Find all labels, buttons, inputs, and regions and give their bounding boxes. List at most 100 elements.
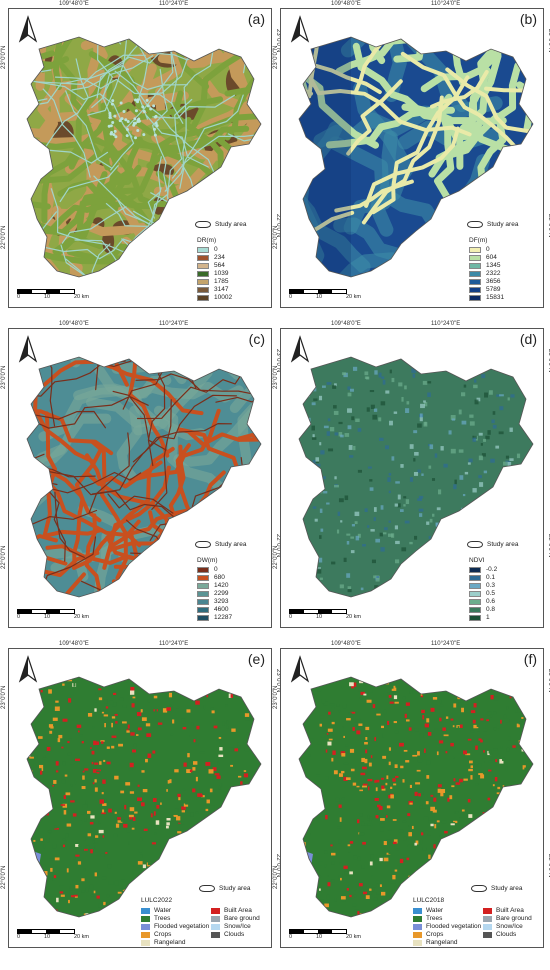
legend-swatch [469,295,481,301]
legend-item: 564 [197,262,232,270]
scale-bar-graphic [17,289,75,294]
legend-swatch [413,932,422,938]
legend-swatch [469,263,481,269]
legend-swatch [141,908,150,914]
legend-label: 1039 [214,270,229,277]
legend-label: Crops [154,931,172,938]
scale-label: 20 km [346,934,361,940]
legend-swatch [211,924,220,930]
legend-item: 0 [469,246,504,254]
latitude-label: 23°0'0"N [273,45,279,69]
scale-bar-graphic [289,289,347,294]
legend-label: 15831 [486,294,505,301]
scale-segment [46,610,60,613]
legend-item: Snow/Ice [483,923,543,931]
legend-swatch [141,916,150,922]
legend-swatch [141,940,150,946]
legend-item: -0.2 [469,566,497,574]
legend-item: 1420 [197,582,232,590]
study-area-shape-icon [195,541,211,548]
study-area-shape-icon [199,885,215,892]
scale-label: 20 km [74,614,89,620]
legend-label: 1345 [486,262,501,269]
legend-item: 3293 [197,598,232,606]
scale-segment [46,290,60,293]
legend-label: 3293 [214,598,229,605]
legend-label: Crops [426,931,444,938]
longitude-label: 110°24'0"E [431,321,461,327]
legend-item: Clouds [483,931,543,939]
legend-label: Water [154,907,172,914]
legend-label: 0 [486,246,490,253]
legend-item: 12287 [197,614,232,622]
scale-label: 20 km [74,294,89,300]
legend-label: 12287 [214,614,233,621]
lulc-legend-f: Water Built Area Trees Bare ground Flooded v… [413,907,543,947]
map-panel-a: (a) 109°48'0"E 110°24'0"E 23°0'0"N 22°0'0"N 2… [1,1,281,308]
legend-swatch [197,279,209,285]
legend-item: 0.1 [469,574,497,582]
study-area-label: Study area [215,541,247,548]
study-area-shape-icon [467,221,483,228]
scale-segment [332,610,346,613]
legend-d: NDVI -0.2 0.1 0.3 0.5 0.6 0.8 1 [469,557,497,622]
longitude-label: 110°24'0"E [431,641,461,647]
legend-item: 0.3 [469,582,497,590]
legend-item: 2299 [197,590,232,598]
study-area-legend: Study area [467,541,518,548]
legend-item: Built Area [483,907,543,915]
legend-item: Trees [141,915,211,923]
legend-label: 4600 [214,606,229,613]
legend-swatch [197,255,209,261]
panel-label: (d) [519,331,537,347]
panel-label: (c) [248,331,265,347]
legend-item: Crops [413,931,483,939]
map-panel-f: (f) 109°48'0"E 110°24'0"E 23°0'0"N 22°0'0"N 2… [273,641,550,948]
legend-swatch [197,599,209,605]
legend-swatch [197,263,209,269]
legend-item: Crops [141,931,211,939]
legend-label: 0.3 [486,582,496,589]
scale-label: 0 [289,614,293,620]
legend-label: Water [426,907,444,914]
legend-item: 1 [469,614,497,622]
scale-segment [32,930,46,933]
study-area-legend: Study area [195,221,246,228]
legend-item: 3147 [197,286,232,294]
legend-swatch [469,607,481,613]
legend-swatch [483,932,492,938]
scale-label: 0 [17,934,21,940]
legend-swatch [413,916,422,922]
scale-segment [304,930,318,933]
legend-item: 3656 [469,278,504,286]
scale-label: 0 [289,934,293,940]
latitude-label: 22°0'0"N [1,225,7,249]
north-arrow-icon [290,335,310,363]
legend-label: 680 [214,574,225,581]
legend-label: 2299 [214,590,229,597]
latitude-label: 23°0'0"N [1,45,7,69]
legend-label: Clouds [496,931,517,938]
north-arrow-icon [18,15,38,43]
longitude-label: 109°48'0"E [59,1,89,7]
scale-segment [60,290,74,293]
scale-label: 20 km [346,614,361,620]
legend-label: Rangeland [426,939,458,946]
legend-item: Water [141,907,211,915]
latitude-label: 22°0'0"N [1,865,7,889]
legend-swatch [413,940,422,946]
panel-label: (b) [519,11,537,27]
legend-item: 5789 [469,286,504,294]
legend-label: Flooded vegetation [426,923,482,930]
map-panel-b: (b) 109°48'0"E 110°24'0"E 23°0'0"N 22°0'0"N 2… [273,1,550,308]
legend-label: 3147 [214,286,229,293]
study-area-shape-icon [471,885,487,892]
scale-bar: 0 10 20 km [17,289,89,300]
scale-bar: 0 10 20 km [289,929,361,940]
study-area-label: Study area [219,885,251,892]
study-area-label: Study area [487,541,519,548]
scale-segment [32,290,46,293]
scale-label: 10 [315,294,323,300]
latitude-label: 22°0'0"N [273,225,279,249]
scale-label: 10 [315,934,323,940]
